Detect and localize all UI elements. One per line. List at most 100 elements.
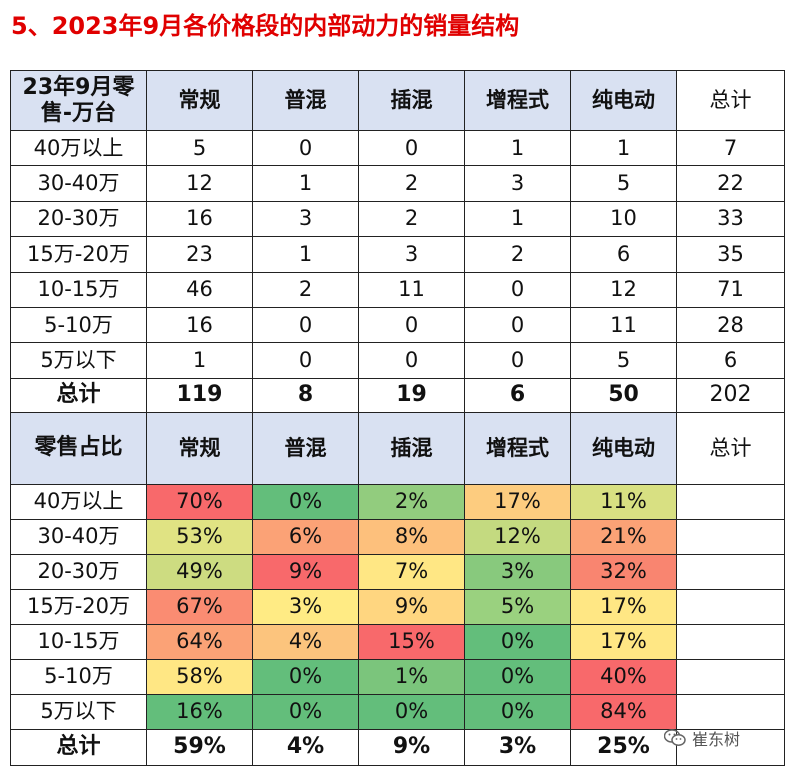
column-header: 普混 [252,411,359,485]
share-value-cell: 0% [464,658,571,695]
sales-total-row: 总计 119 8 19 6 50 202 [10,377,785,413]
share-value-cell: 0% [252,693,359,730]
column-header: 常规 [146,411,253,485]
total-share-cell: 3% [464,728,571,766]
corner-line-2: 售-万台 [40,100,117,126]
sales-row: 15万-20万 23 1 3 2 6 35 [10,236,785,273]
share-value-cell [676,693,785,730]
sales-value-cell: 1 [252,236,359,273]
share-row: 10-15万 64% 4% 15% 0% 17% [10,623,785,660]
share-value-cell: 3% [464,553,571,590]
sales-value-cell: 16 [146,200,253,238]
total-share-cell: 9% [358,728,465,766]
share-value-cell: 64% [146,623,253,660]
share-value-cell: 17% [464,483,571,520]
price-segment-label: 20-30万 [10,200,147,238]
sales-value-cell: 1 [252,165,359,202]
share-value-cell: 21% [570,518,677,555]
column-header: 增程式 [464,70,571,131]
price-segment-label: 30-40万 [10,518,147,555]
sales-value-cell: 0 [252,306,359,344]
price-segment-label: 5万以下 [10,342,147,379]
share-value-cell: 17% [570,623,677,660]
sales-value-cell: 46 [146,271,253,308]
sales-value-cell: 3 [464,165,571,202]
share-value-cell: 17% [570,588,677,625]
wechat-icon [664,729,686,746]
sales-value-cell: 2 [252,271,359,308]
sales-row: 5-10万 16 0 0 0 11 28 [10,306,785,344]
share-value-cell: 7% [358,553,465,590]
sales-value-cell: 0 [464,271,571,308]
share-value-cell: 6% [252,518,359,555]
price-segment-label: 5-10万 [10,306,147,344]
price-segment-label: 5万以下 [10,693,147,730]
price-segment-label: 20-30万 [10,553,147,590]
share-value-cell: 16% [146,693,253,730]
sales-value-cell: 11 [570,306,677,344]
share-value-cell: 0% [464,693,571,730]
share-row: 5-10万 58% 0% 1% 0% 40% [10,658,785,695]
share-value-cell: 70% [146,483,253,520]
sales-value-cell: 5 [570,165,677,202]
sales-row: 10-15万 46 2 11 0 12 71 [10,271,785,308]
sales-row: 30-40万 12 1 2 3 5 22 [10,165,785,202]
sales-value-cell: 0 [358,342,465,379]
sales-corner-cell: 23年9月零 售-万台 [10,70,147,131]
sales-value-cell: 22 [676,165,785,202]
column-header: 插混 [358,411,465,485]
watermark-text: 崔东树 [692,730,741,749]
share-value-cell [676,518,785,555]
share-value-cell: 67% [146,588,253,625]
share-value-cell: 2% [358,483,465,520]
total-value-cell: 119 [146,377,253,413]
page-title: 5、2023年9月各价格段的内部动力的销量结构 [11,12,520,40]
column-header: 总计 [676,411,785,485]
total-share-cell [676,728,785,766]
sales-row: 20-30万 16 3 2 1 10 33 [10,200,785,238]
sales-value-cell: 6 [570,236,677,273]
price-segment-label: 15万-20万 [10,588,147,625]
total-label: 总计 [10,377,147,413]
price-segment-label: 5-10万 [10,658,147,695]
share-value-cell: 0% [252,658,359,695]
total-value-cell: 19 [358,377,465,413]
share-row: 15万-20万 67% 3% 9% 5% 17% [10,588,785,625]
share-row: 20-30万 49% 9% 7% 3% 32% [10,553,785,590]
share-value-cell [676,658,785,695]
sales-value-cell: 12 [570,271,677,308]
column-header: 插混 [358,70,465,131]
column-header: 总计 [676,70,785,131]
share-total-row: 总计 59% 4% 9% 3% 25% [10,728,785,766]
sales-value-cell: 0 [252,129,359,167]
sales-value-cell: 1 [464,129,571,167]
sales-value-cell: 6 [676,342,785,379]
sales-value-cell: 71 [676,271,785,308]
sales-value-cell: 28 [676,306,785,344]
share-value-cell: 32% [570,553,677,590]
total-value-cell: 202 [676,377,785,413]
share-corner-cell: 零售占比 [10,411,147,485]
share-value-cell: 3% [252,588,359,625]
column-header: 纯电动 [570,411,677,485]
sales-value-cell: 0 [358,129,465,167]
sales-value-cell: 33 [676,200,785,238]
share-value-cell: 12% [464,518,571,555]
total-share-cell: 25% [570,728,677,766]
sales-value-cell: 23 [146,236,253,273]
share-row: 5万以下 16% 0% 0% 0% 84% [10,693,785,730]
total-share-cell: 59% [146,728,253,766]
share-value-cell [676,588,785,625]
share-value-cell: 0% [252,483,359,520]
column-header: 增程式 [464,411,571,485]
column-header: 纯电动 [570,70,677,131]
share-value-cell: 53% [146,518,253,555]
sales-value-cell: 16 [146,306,253,344]
share-value-cell: 15% [358,623,465,660]
sales-value-cell: 1 [570,129,677,167]
sales-value-cell: 5 [570,342,677,379]
share-value-cell: 9% [252,553,359,590]
sales-row: 40万以上 5 0 0 1 1 7 [10,129,785,167]
share-value-cell: 58% [146,658,253,695]
total-share-cell: 4% [252,728,359,766]
